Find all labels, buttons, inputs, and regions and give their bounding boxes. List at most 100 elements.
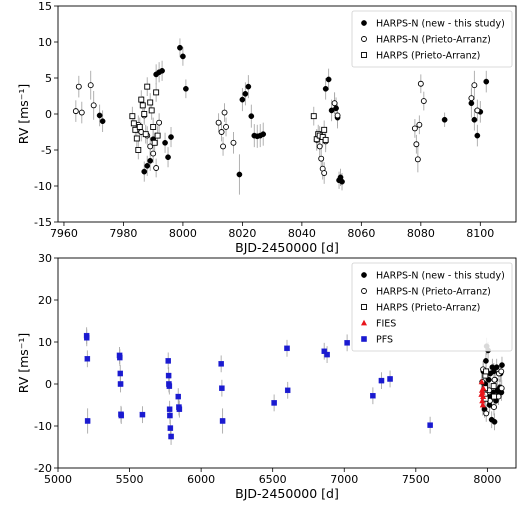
data-point — [491, 404, 497, 411]
x-tick-label: 8040 — [288, 227, 316, 240]
data-point — [474, 107, 481, 114]
data-point — [333, 105, 339, 112]
data-point — [498, 385, 505, 392]
data-point — [165, 358, 171, 364]
x-tick-label: 8000 — [473, 473, 501, 486]
data-points — [72, 38, 490, 195]
data-point — [99, 118, 106, 125]
data-point — [344, 340, 350, 346]
data-point — [147, 99, 154, 106]
legend-entry: HARPS-N (Prieto-Arranz) — [376, 287, 491, 298]
data-point — [165, 372, 172, 379]
data-point — [499, 362, 505, 368]
y-tick-label: 10 — [38, 336, 52, 349]
y-tick-label: 20 — [38, 294, 52, 307]
data-point — [321, 126, 328, 133]
legend-marker — [361, 20, 367, 26]
data-point — [322, 85, 329, 92]
data-point — [245, 83, 252, 90]
data-point — [378, 377, 385, 384]
data-point — [87, 82, 94, 89]
y-tick-label: -10 — [34, 420, 52, 433]
data-point — [413, 141, 420, 148]
data-point — [183, 85, 189, 92]
x-tick-label: 5500 — [116, 473, 144, 486]
data-point — [322, 136, 329, 143]
data-point — [139, 411, 146, 418]
data-point — [215, 119, 222, 126]
data-point — [147, 143, 154, 150]
legend-marker — [361, 52, 367, 58]
data-point — [117, 354, 123, 361]
legend: HARPS-N (new - this study) HARPS-N (Priet… — [351, 262, 513, 352]
data-point — [480, 385, 487, 391]
data-point — [220, 143, 227, 150]
x-tick-label: 6000 — [187, 473, 215, 486]
data-point — [136, 124, 143, 130]
x-tick-label: 5000 — [44, 473, 72, 486]
data-point — [325, 76, 332, 83]
x-tick-label: 8060 — [347, 227, 375, 240]
data-point — [370, 393, 376, 399]
data-point — [141, 111, 148, 117]
data-point — [84, 418, 91, 424]
x-tick-label: 6500 — [259, 473, 287, 486]
x-tick-label: 7960 — [50, 227, 78, 240]
data-point — [480, 393, 487, 399]
y-tick-label: -15 — [34, 216, 52, 229]
data-point — [331, 100, 338, 107]
x-tick-label: 7980 — [109, 227, 137, 240]
data-point — [420, 98, 427, 104]
data-point — [221, 109, 228, 116]
data-point — [218, 361, 224, 367]
legend-marker — [361, 336, 367, 342]
data-point — [177, 44, 183, 51]
legend-box — [351, 10, 513, 68]
x-tick-label: 7000 — [330, 473, 358, 486]
data-point — [479, 389, 486, 395]
data-point — [483, 78, 490, 85]
data-point — [493, 364, 500, 371]
y-axis-label: RV [ms⁻¹] — [16, 333, 31, 394]
data-point — [498, 368, 505, 375]
data-point — [474, 132, 481, 139]
data-point — [175, 393, 181, 400]
data-point — [468, 95, 475, 102]
data-point — [144, 162, 151, 169]
legend-entry: HARPS-N (new - this study) — [376, 19, 505, 30]
data-point — [162, 139, 168, 146]
data-point — [139, 102, 146, 109]
data-point — [491, 393, 498, 400]
data-point — [471, 82, 478, 89]
data-point — [490, 383, 497, 390]
data-point — [147, 157, 154, 164]
legend-marker — [361, 288, 367, 294]
data-point — [75, 83, 82, 90]
data-point — [219, 385, 225, 391]
plot-frame — [57, 257, 517, 469]
data-point — [165, 154, 171, 161]
data-point — [479, 397, 486, 404]
data-point — [483, 368, 490, 375]
data-point — [318, 155, 325, 162]
data-point — [219, 418, 226, 424]
data-point — [176, 406, 183, 412]
legend-entry: HARPS-N (Prieto-Arranz) — [376, 35, 491, 46]
data-point — [441, 116, 448, 123]
y-tick-label: -5 — [41, 144, 52, 157]
data-point — [156, 119, 163, 126]
data-point — [242, 90, 249, 97]
data-point — [138, 96, 145, 103]
data-point — [129, 113, 136, 120]
legend-entry: HARPS (Prieto-Arranz) — [376, 303, 480, 314]
data-point — [316, 143, 323, 150]
data-point — [328, 107, 335, 114]
legend-marker — [361, 36, 367, 42]
legend-box — [351, 262, 513, 352]
data-point — [166, 406, 173, 412]
data-point — [491, 418, 498, 425]
data-point — [387, 376, 393, 382]
x-axis-label: BJD-2450000 [d] — [235, 486, 339, 501]
data-point — [483, 410, 490, 417]
